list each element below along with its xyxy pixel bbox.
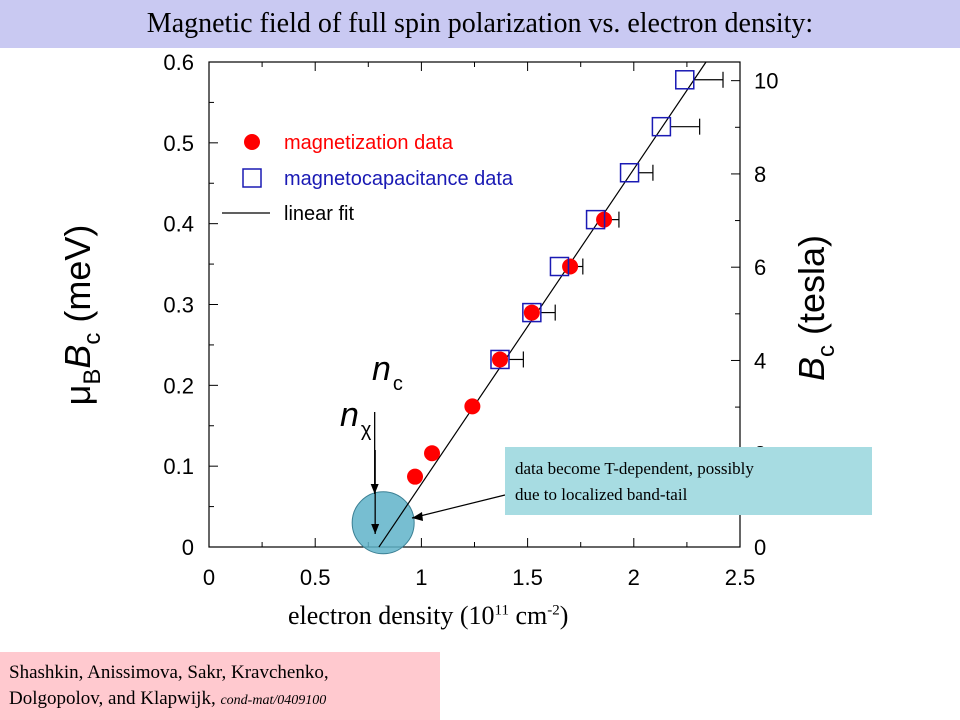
nchi-arrow-head	[371, 524, 380, 534]
legend-magnetocapacitance-marker	[242, 168, 262, 188]
y-tick-label: 0.2	[163, 373, 194, 398]
x-axis-label: electron density (1011 cm-2)	[288, 601, 569, 630]
y-tick-label: 0.5	[163, 131, 194, 156]
y-tick-label: 0	[182, 535, 194, 560]
magnetization-point	[491, 351, 508, 368]
magnetocapacitance-point	[675, 70, 695, 90]
y-tick-label: 0.6	[163, 50, 194, 75]
y-tick-label: 0.1	[163, 454, 194, 479]
magnetocapacitance-point	[549, 256, 570, 277]
magnetocapacitance-point	[522, 302, 542, 323]
citation-box: Shashkin, Anissimova, Sakr, Kravchenko, …	[0, 652, 440, 720]
magnetocapacitance-point	[651, 116, 672, 137]
annotation-line-2: due to localized band-tail	[515, 485, 688, 504]
citation-ref: cond-mat/0409100	[220, 693, 327, 708]
y2-tick-label: 6	[754, 255, 766, 280]
y2-tick-label: 8	[754, 162, 766, 187]
y2-tick-label: 0	[754, 535, 766, 560]
magnetization-point	[407, 468, 424, 485]
y-tick-label: 0.4	[163, 212, 194, 237]
annotation-box: data become T-dependent, possibly due to…	[505, 447, 872, 515]
y2-tick-label: 4	[754, 348, 766, 373]
magnetocapacitance-point	[585, 209, 606, 230]
legend-entry-label: magnetocapacitance data	[284, 168, 514, 190]
y-tick-label: 0.3	[163, 293, 194, 318]
magnetocapacitance-point	[619, 162, 640, 183]
citation-line-1: Shashkin, Anissimova, Sakr, Kravchenko,	[9, 662, 329, 683]
magnetization-point	[464, 398, 481, 415]
x-tick-label: 1	[415, 565, 427, 590]
y2-tick-label: 10	[754, 69, 778, 94]
magnetization-point	[424, 445, 441, 462]
x-tick-label: 0.5	[300, 565, 331, 590]
x-tick-label: 2.5	[725, 565, 756, 590]
citation-line-2: Dolgopolov, and Klapwijk, cond-mat/04091…	[9, 688, 327, 709]
annotation-line-1: data become T-dependent, possibly	[515, 459, 754, 478]
annotation-pointer-head	[412, 512, 423, 521]
title-bar: Magnetic field of full spin polarization…	[0, 0, 960, 48]
onset-circle	[351, 491, 415, 555]
y-axis-right-label: Bc (tesla)	[791, 234, 840, 382]
magnetocapacitance-point	[490, 349, 510, 370]
legend-entry-label: magnetization data	[284, 132, 454, 154]
x-tick-label: 2	[628, 565, 640, 590]
linear-fit-line	[378, 61, 707, 548]
x-tick-label: 1.5	[512, 565, 543, 590]
legend-entry-label: linear fit	[284, 203, 354, 225]
magnetization-point	[562, 258, 579, 275]
legend-magnetization-marker	[244, 134, 260, 150]
annotation-pointer	[411, 494, 506, 519]
chart-title: Magnetic field of full spin polarization…	[146, 8, 814, 39]
y-axis-left-label: μBBc (meV)	[57, 224, 106, 406]
x-tick-label: 0	[203, 565, 215, 590]
magnetization-point	[523, 304, 540, 321]
